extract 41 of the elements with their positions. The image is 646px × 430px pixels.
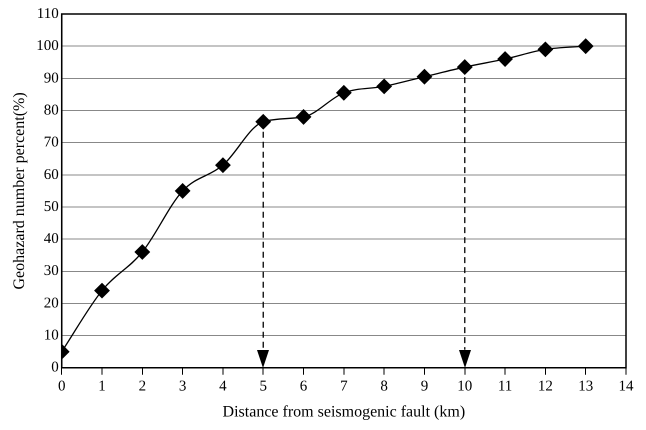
- point: [296, 109, 312, 125]
- point: [134, 244, 150, 260]
- point: [457, 59, 472, 75]
- x-tick-label: 10: [457, 378, 472, 395]
- x-tick-label: 14: [618, 378, 634, 395]
- point: [94, 282, 110, 298]
- x-tick-label: 13: [578, 378, 594, 395]
- point: [256, 114, 271, 130]
- point: [578, 38, 594, 54]
- point: [215, 158, 231, 173]
- x-axis-title: Distance from seismogenic fault (km): [222, 404, 466, 421]
- point: [538, 42, 554, 58]
- y-axis-title: Geohazard number percent(%): [10, 92, 28, 290]
- point: [336, 85, 352, 100]
- x-tick-label: 9: [420, 378, 428, 395]
- x-tick-label: 7: [340, 378, 348, 395]
- point: [497, 51, 513, 67]
- x-tick-label: 6: [300, 378, 308, 395]
- y-tick-label: 30: [44, 263, 59, 280]
- x-tick-label: 4: [219, 378, 228, 395]
- x-tick-label: 2: [138, 378, 146, 395]
- x-tick-label: 1: [98, 378, 106, 395]
- y-tick-label: 20: [44, 295, 59, 312]
- point: [174, 183, 190, 199]
- y-tick-label: 0: [51, 360, 59, 376]
- y-tick-label: 70: [44, 134, 59, 151]
- x-tick-label: 8: [380, 378, 388, 395]
- x-tick-label: 5: [259, 378, 267, 395]
- point: [376, 78, 392, 94]
- x-tick-label: 11: [498, 378, 512, 395]
- y-tick-label: 90: [44, 70, 59, 86]
- x-tick-label: 3: [178, 378, 186, 395]
- y-tick-label: 110: [36, 6, 59, 22]
- point: [416, 69, 432, 84]
- x-tick-label: 12: [538, 378, 553, 395]
- y-tick-label: 100: [36, 38, 59, 54]
- y-tick-label: 60: [44, 166, 59, 183]
- y-tick-label: 40: [44, 231, 59, 248]
- y-tick-label: 50: [44, 198, 59, 215]
- y-tick-label: 80: [44, 102, 59, 118]
- y-tick-label: 10: [44, 328, 59, 344]
